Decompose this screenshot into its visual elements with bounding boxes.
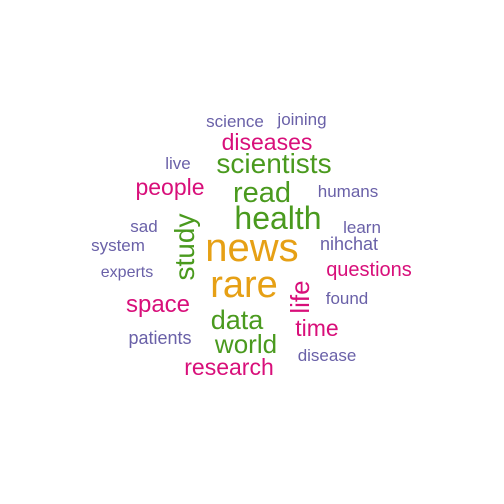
word-live: live xyxy=(165,154,191,173)
word-life: life xyxy=(285,280,315,313)
word-research: research xyxy=(184,354,273,380)
word-nihchat: nihchat xyxy=(320,234,378,254)
word-diseases: diseases xyxy=(222,129,313,155)
word-space: space xyxy=(126,291,190,318)
word-found: found xyxy=(326,289,369,308)
word-people: people xyxy=(135,174,204,200)
word-questions: questions xyxy=(326,259,412,281)
word-rare: rare xyxy=(210,264,278,306)
word-joining: joining xyxy=(276,110,326,129)
word-learn: learn xyxy=(343,218,381,237)
word-study: study xyxy=(169,214,200,281)
word-patients: patients xyxy=(128,328,191,348)
word-health: health xyxy=(234,200,321,236)
word-news: news xyxy=(205,226,298,270)
word-sad: sad xyxy=(130,217,157,236)
word-data: data xyxy=(211,305,265,335)
word-system: system xyxy=(91,236,145,255)
word-disease: disease xyxy=(298,346,357,365)
word-humans: humans xyxy=(318,182,378,201)
word-world: world xyxy=(214,329,277,359)
word-time: time xyxy=(295,315,338,341)
word-scientists: scientists xyxy=(216,148,331,179)
word-read: read xyxy=(233,177,291,209)
word-experts: experts xyxy=(101,264,153,281)
word-science: science xyxy=(206,112,264,131)
